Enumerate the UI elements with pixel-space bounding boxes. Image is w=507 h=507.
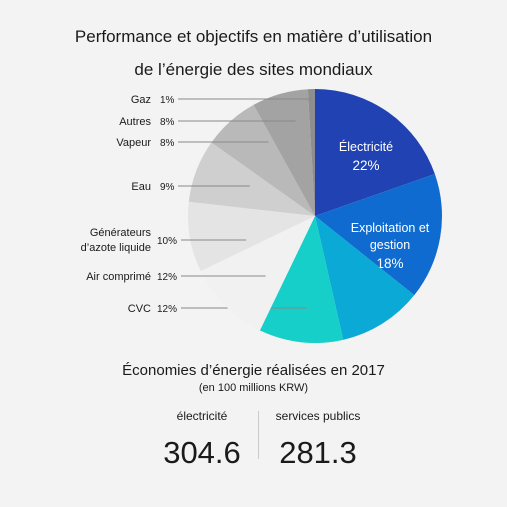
external-label-gaz: Gaz bbox=[131, 94, 151, 106]
external-percent-eau: 9% bbox=[160, 182, 175, 193]
slice-percent-exploitation-et-gestion: 18% bbox=[376, 256, 403, 271]
external-label-vapeur: Vapeur bbox=[116, 137, 151, 149]
slice-percent-electricite: 22% bbox=[352, 158, 379, 173]
external-percent-generateurs-d-azote-liquide: 10% bbox=[157, 236, 177, 247]
savings-utilities-value: 281.3 bbox=[279, 435, 357, 470]
external-percent-gaz: 1% bbox=[160, 95, 175, 106]
savings-title: Économies d’énergie réalisées en 2017 bbox=[122, 362, 385, 379]
savings-utilities-label: services publics bbox=[275, 409, 361, 423]
savings-utilities: services publics 281.3 bbox=[263, 409, 373, 471]
pie-chart: Électricité 22% Exploitation et gestion 18% C… bbox=[81, 89, 442, 344]
slice-label-electricite: Électricité bbox=[339, 139, 393, 154]
savings-divider bbox=[258, 411, 259, 459]
external-percent-vapeur: 8% bbox=[160, 138, 175, 149]
pie-slice-cvc bbox=[259, 216, 344, 344]
slice-label-exploitation-et-gestion: Exploitation et gestion bbox=[351, 221, 430, 252]
external-label-air-comprime: Air comprimé bbox=[86, 271, 151, 283]
savings-electricity-label: électricité bbox=[176, 409, 228, 423]
savings-electricity: électricité 304.6 bbox=[147, 409, 257, 471]
savings-electricity-value: 304.6 bbox=[163, 435, 241, 470]
external-percent-cvc: 12% bbox=[157, 304, 177, 315]
external-label-eau: Eau bbox=[131, 181, 151, 193]
pie-slice-electricite bbox=[315, 89, 435, 216]
pie-slice-unlabeled-2 bbox=[315, 216, 415, 340]
external-label-autres: Autres bbox=[119, 116, 151, 128]
external-percent-autres: 8% bbox=[160, 117, 175, 128]
pie-slice-vapeur bbox=[211, 104, 315, 216]
pie-slice-air-comprime bbox=[200, 216, 315, 331]
pie-slice-gaz bbox=[307, 89, 315, 216]
pie-slice-generateurs-d-azote-liquide bbox=[188, 201, 315, 272]
savings-unit: (en 100 millions KRW) bbox=[198, 382, 309, 394]
pie-slice-exploitation-et-gestion bbox=[315, 174, 442, 296]
chart-title-line-2: de l’énergie des sites mondiaux bbox=[134, 60, 373, 79]
external-percent-air-comprime: 12% bbox=[157, 272, 177, 283]
external-label-cvc: CVC bbox=[128, 303, 151, 315]
chart-title-line-1: Performance et objectifs en matière d’ut… bbox=[74, 27, 433, 46]
external-label-generateurs-d-azote-liquide: Générateurs d’azote liquide bbox=[81, 227, 152, 254]
pie-slice-eau bbox=[188, 142, 315, 216]
